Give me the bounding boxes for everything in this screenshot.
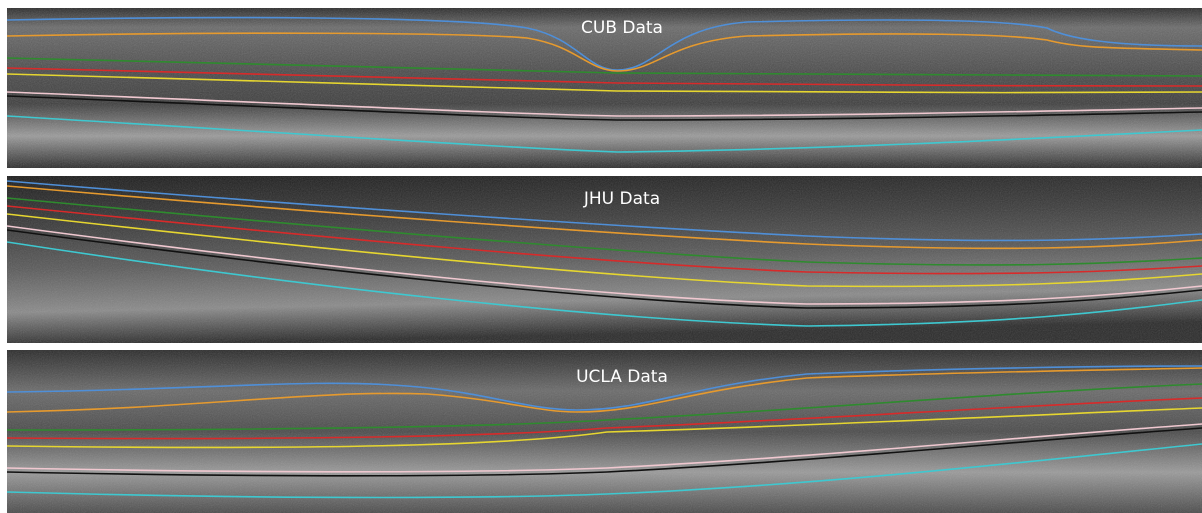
ucla-scan: UCLA Data [7,350,1202,513]
cub-scan: CUB Data [7,8,1202,168]
panel-label: JHU Data [583,189,660,209]
jhu-scan: JHU Data [7,176,1202,343]
page: CUB Data JHU Data UCLA Data (() => { con… [0,0,1202,513]
panel-label: UCLA Data [576,367,668,387]
panel-label: CUB Data [581,18,663,38]
